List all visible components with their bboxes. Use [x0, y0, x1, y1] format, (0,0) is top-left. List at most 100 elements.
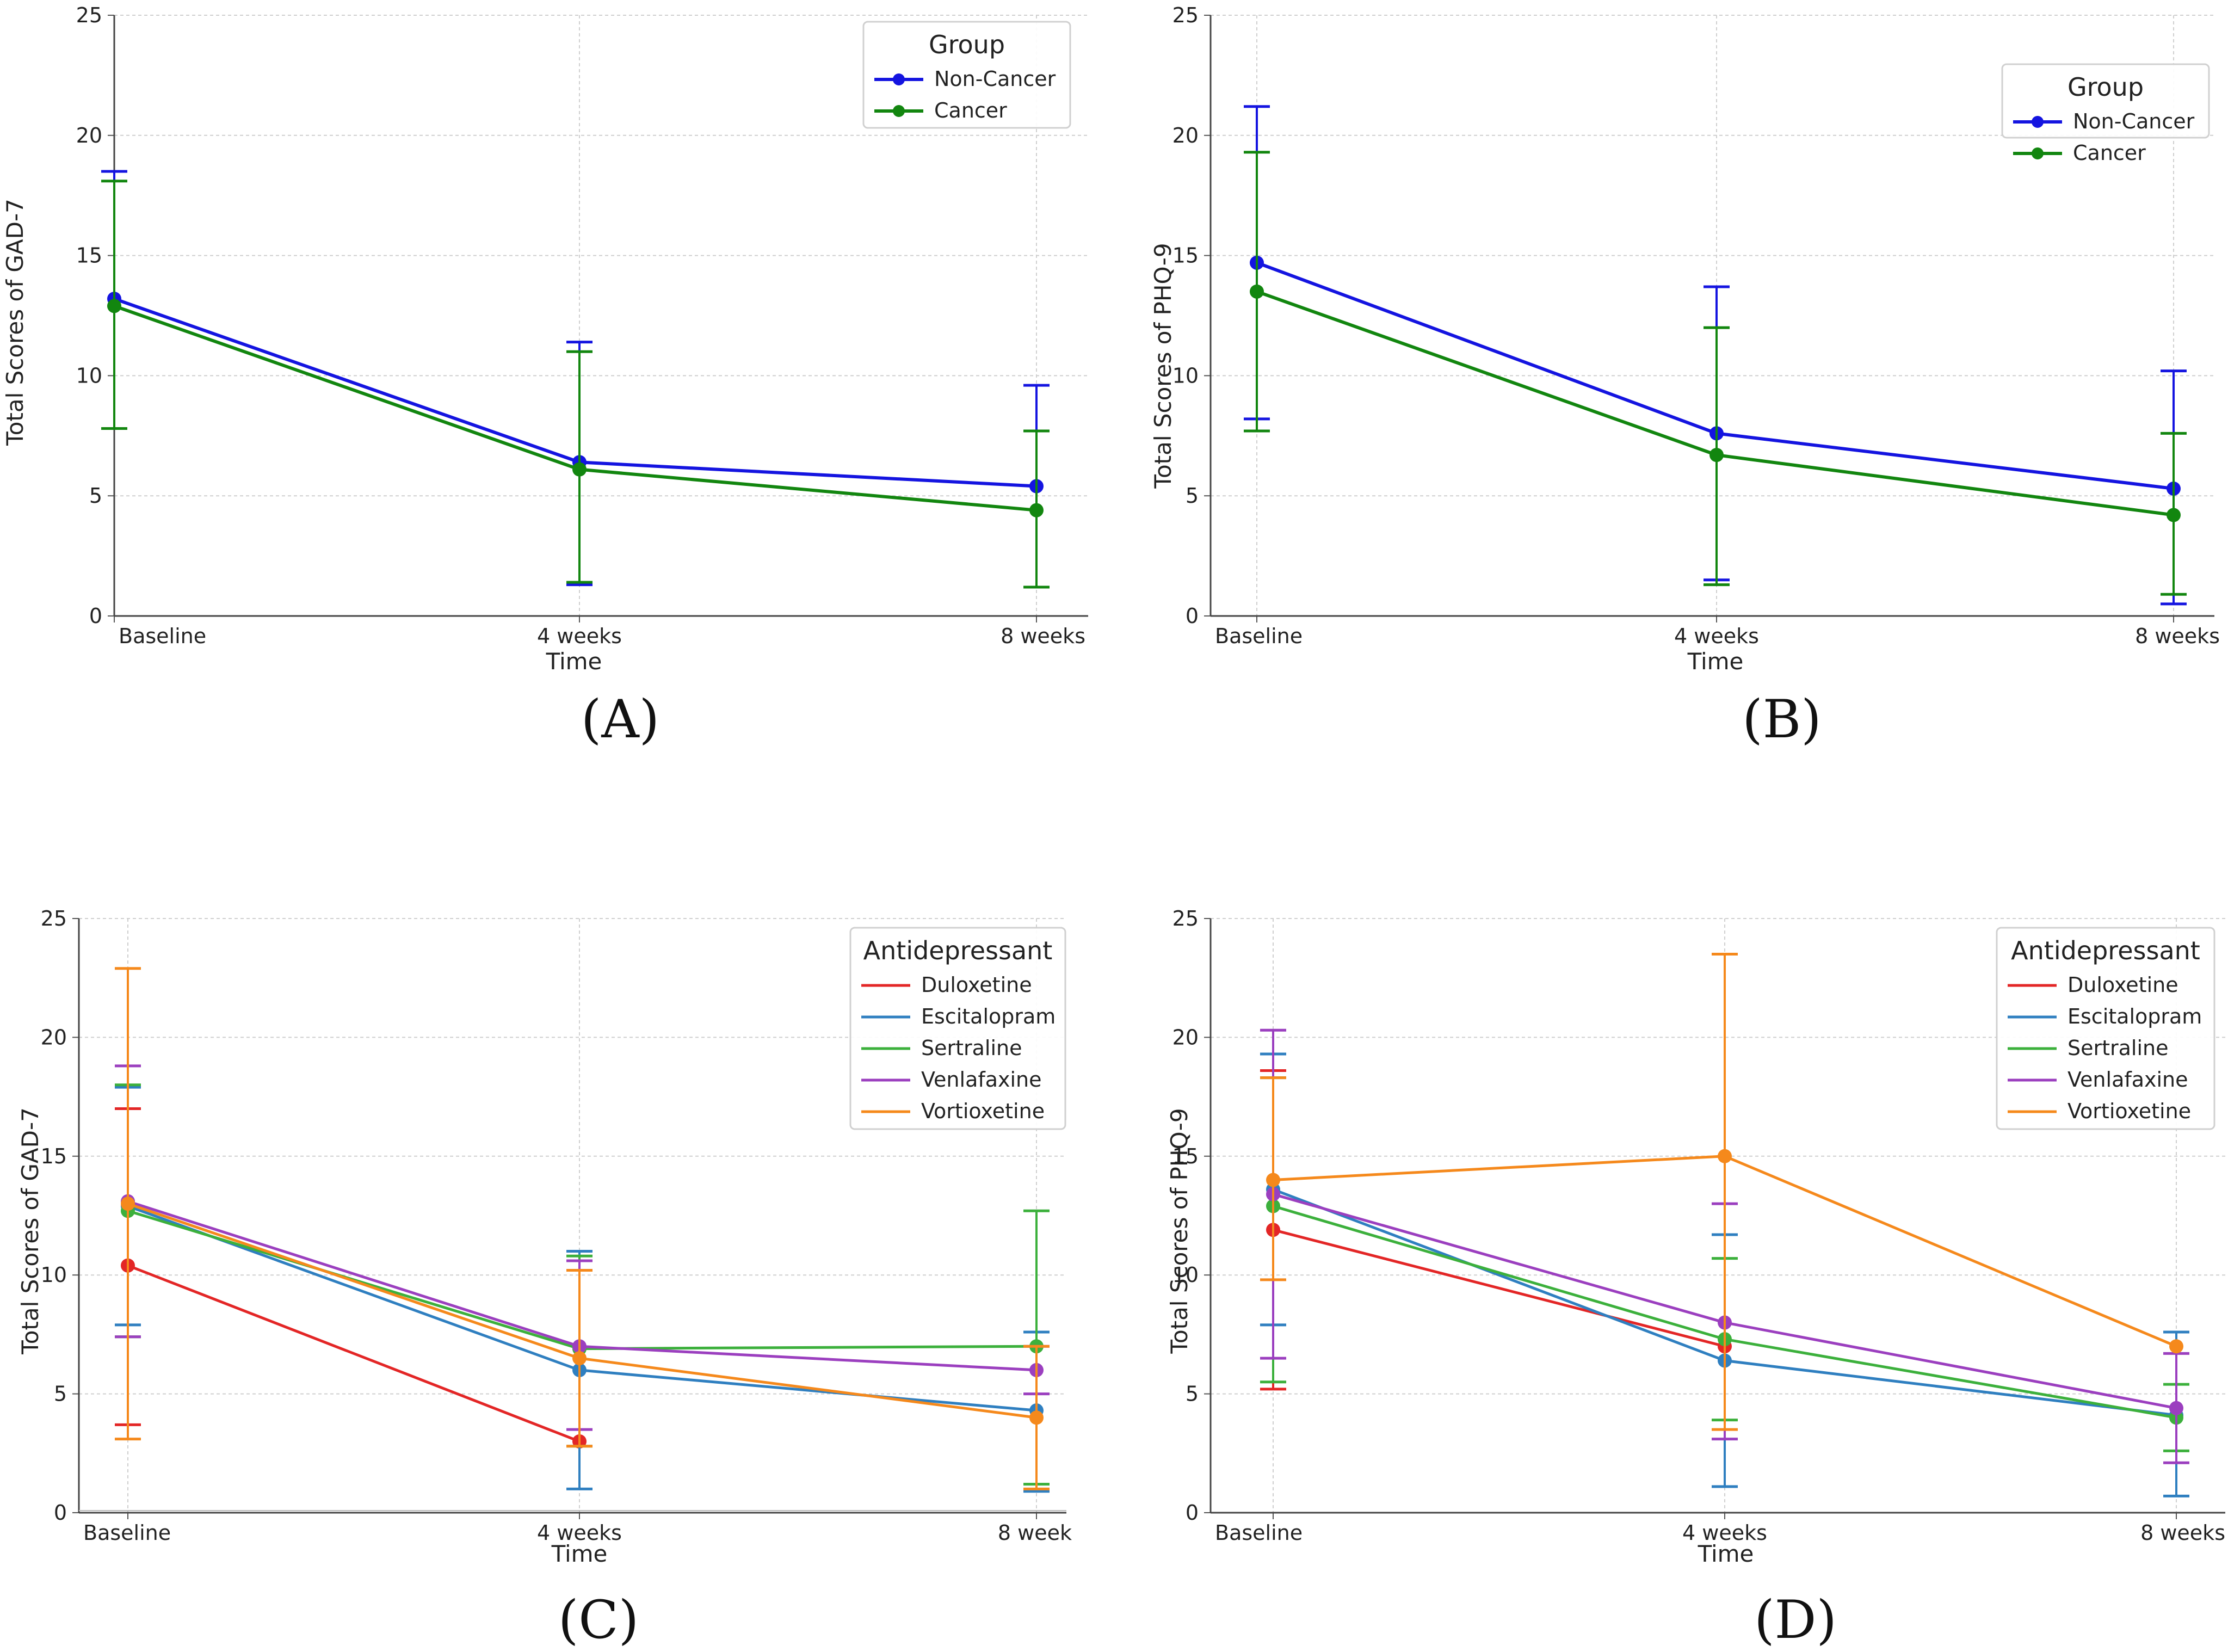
x-axis-label: Time [1687, 648, 1744, 675]
y-axis-label: Total Scores of PHQ-9 [1166, 1108, 1193, 1354]
chart-panel-1: 0 5 10 15 20 25 Baseline 4 weeks 8 weeks Time Tota… [2, 3, 1088, 750]
y-tick-label: 0 [89, 604, 102, 628]
legend: Antidepressant Duloxetine Escitalopram Sert… [1996, 927, 2215, 1130]
series-sertraline [115, 1083, 1050, 1486]
y-tick-label: 5 [89, 484, 102, 508]
y-tick-label: 10 [41, 1263, 67, 1287]
legend-marker [893, 73, 905, 85]
y-tick-label: 0 [54, 1501, 67, 1525]
y-axis-label: Total Scores of GAD-7 [17, 1107, 44, 1355]
data-point [572, 1351, 587, 1366]
legend-label: Cancer [2073, 141, 2146, 165]
panel-label: (B) [1742, 689, 1821, 750]
y-tick-label: 20 [41, 1025, 67, 1049]
legend-title: Group [929, 30, 1005, 59]
y-tick-label: 0 [1186, 1501, 1199, 1525]
y-tick-label: 20 [76, 124, 102, 147]
x-tick-label: Baseline [1215, 1521, 1303, 1545]
x-tick-label: 8 weeks [2140, 1521, 2225, 1545]
x-tick-label: 4 weeks [1674, 624, 1759, 648]
series-duloxetine [1260, 1069, 1732, 1391]
data-point [1029, 1410, 1044, 1425]
series-cancer [1244, 151, 2187, 596]
series-line [127, 1202, 1037, 1419]
y-tick-label: 10 [1172, 1263, 1199, 1287]
y-tick-label: 25 [76, 3, 102, 27]
legend-label: Escitalopram [2067, 1004, 2202, 1028]
legend-box [862, 21, 1071, 129]
y-tick-label: 5 [1186, 484, 1199, 508]
data-point [107, 299, 121, 313]
series-cancer [101, 180, 1050, 589]
chart-panel-2: 0 5 10 15 20 25 Baseline 4 weeks 8 weeks Time Tota… [1150, 3, 2220, 750]
legend-label: Non-Cancer [934, 67, 1056, 91]
y-tick-label: 5 [54, 1382, 67, 1406]
legend-title: Group [2067, 72, 2144, 102]
panel-label: (D) [1754, 1589, 1837, 1650]
data-point [1029, 503, 1044, 517]
x-tick-label: 8 weeks [2135, 624, 2220, 648]
x-axis-label: Time [551, 1540, 608, 1567]
legend-label: Sertraline [921, 1036, 1022, 1060]
y-axis-label: Total Scores of GAD-7 [2, 199, 28, 446]
legend-label: Vortioxetine [2067, 1099, 2191, 1123]
y-tick-label: 5 [1186, 1382, 1199, 1406]
x-axis-label: Time [1698, 1540, 1754, 1567]
y-tick-label: 10 [76, 363, 102, 387]
data-point [1718, 1149, 1732, 1163]
legend-marker [893, 105, 905, 117]
series-line [127, 1205, 1037, 1412]
legend-label: Vortioxetine [921, 1099, 1045, 1123]
x-tick-label: 8 week [998, 1521, 1072, 1545]
y-tick-label: 15 [1172, 244, 1199, 268]
legend-label: Venlafaxine [921, 1068, 1042, 1092]
chart-panel-4: 0 5 10 15 20 25 Baseline 4 weeks 8 weeks Time Tota… [1166, 907, 2225, 1650]
legend-title: Antidepressant [863, 936, 1053, 965]
panel-label: (C) [558, 1589, 639, 1650]
x-tick-label: Baseline [83, 1521, 171, 1545]
series-vortioxetine [1260, 953, 2183, 1431]
legend: Antidepressant Duloxetine Escitalopram Sert… [849, 927, 1066, 1130]
y-tick-label: 15 [41, 1144, 67, 1168]
legend-label: Non-Cancer [2073, 109, 2195, 133]
x-axis-label: Time [546, 648, 602, 675]
legend-label: Venlafaxine [2067, 1068, 2188, 1092]
series-line [127, 1209, 1037, 1351]
y-tick-label: 15 [76, 244, 102, 268]
data-point [1266, 1173, 1280, 1187]
legend: Group Non-Cancer Cancer [862, 21, 1071, 129]
series-line [1256, 290, 2174, 517]
legend: Group Non-Cancer Cancer [2001, 63, 2210, 165]
legend-marker [2032, 116, 2044, 128]
legend-label: Duloxetine [2067, 973, 2178, 997]
data-point [2169, 1339, 2183, 1354]
legend-title: Antidepressant [2011, 936, 2200, 965]
data-point [121, 1197, 135, 1211]
y-tick-label: 25 [1172, 3, 1199, 27]
x-tick-label: 4 weeks [1682, 1521, 1767, 1545]
series-line [1273, 1228, 1725, 1348]
y-tick-label: 20 [1172, 124, 1199, 147]
legend-marker [2032, 147, 2044, 159]
data-point [1250, 284, 1264, 299]
y-tick-label: 25 [41, 907, 67, 930]
y-tick-label: 15 [1172, 1144, 1199, 1168]
y-tick-label: 10 [1172, 363, 1199, 387]
data-point [1709, 448, 1724, 463]
data-point [2169, 1401, 2183, 1415]
x-tick-label: 8 weeks [1001, 624, 1085, 648]
panel-label: (A) [581, 689, 659, 750]
legend-label: Escitalopram [921, 1004, 1056, 1028]
x-tick-label: 4 weeks [537, 624, 622, 648]
chart-panel-3: 0 5 10 15 20 25 Baseline 4 weeks 8 week Time Total… [17, 907, 1072, 1650]
y-axis-label: Total Scores of PHQ-9 [1150, 243, 1176, 489]
series-line [127, 1264, 580, 1443]
legend-label: Cancer [934, 98, 1007, 122]
series-noncancer [1244, 105, 2187, 606]
x-tick-label: Baseline [119, 624, 206, 648]
data-point [2167, 508, 2181, 522]
y-tick-label: 20 [1172, 1025, 1199, 1049]
series-vortioxetine [115, 967, 1050, 1490]
x-tick-label: 4 weeks [537, 1521, 622, 1545]
